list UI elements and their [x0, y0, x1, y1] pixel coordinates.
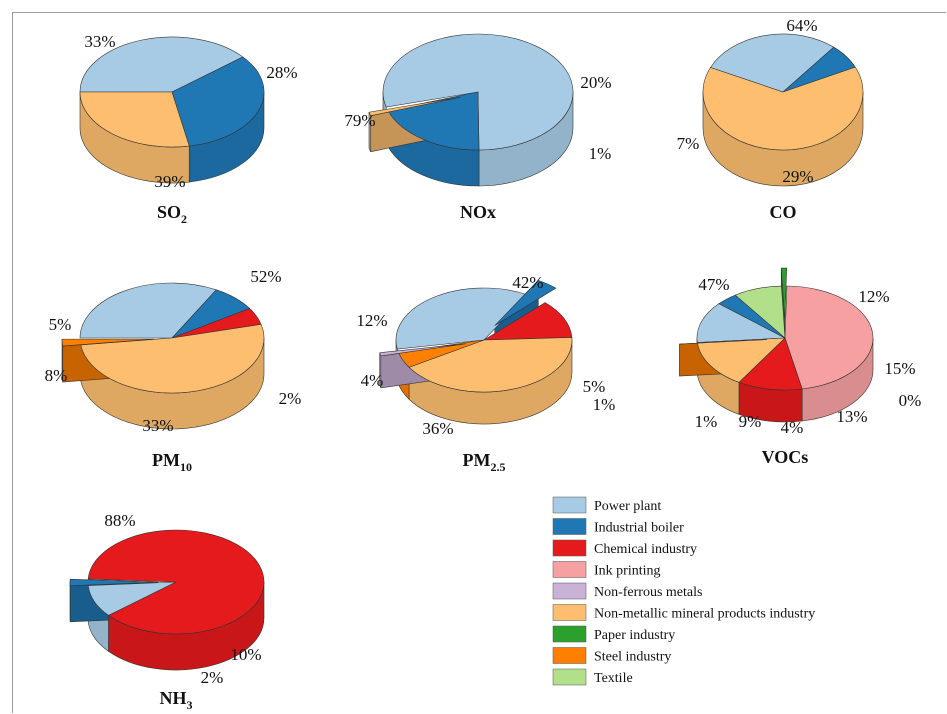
pie-label-pm10-industrial-boiler: 8% — [45, 366, 68, 385]
pie-nh3: 10% 2% 88% NH3 — [69, 511, 265, 712]
pie-slice-vocs-paper-industry — [780, 267, 788, 321]
pie-label-vocs-steel-industry: 0% — [899, 391, 922, 410]
pie-slice-pm2-5-industrial-boiler — [494, 280, 557, 326]
pie-label-nh3-industrial-boiler: 2% — [201, 668, 224, 687]
pie-slice-pm10-steel-industry — [61, 338, 155, 347]
pie-label-co-power-plant: 29% — [782, 167, 813, 186]
chart-frame — [12, 12, 946, 713]
pie-title-main: PM — [152, 450, 180, 470]
pie-slice-pm2-5-non-metallic-mineral-products-industry — [408, 337, 573, 393]
legend-label-ink-printing: Ink printing — [594, 564, 661, 579]
legend-swatch-chemical-industry — [552, 539, 587, 557]
pie-label-vocs-textile: 9% — [739, 412, 762, 431]
pie-label-pm2-5-non-ferrous-metals: 1% — [593, 395, 616, 414]
pie-nox: 79% 20% 1% NOx — [344, 33, 612, 222]
pie-slice-pm2-5-non-ferrous-metals — [379, 343, 467, 357]
pie-title-pm10: PM10 — [152, 450, 192, 474]
legend-label-textile: Textile — [594, 671, 633, 686]
pie-label-pm2-5-non-metallic-mineral-products-industry: 42% — [512, 273, 543, 292]
pie-label-nh3-chemical-industry: 88% — [104, 511, 135, 530]
pie-title-main: NOx — [460, 202, 496, 222]
legend-swatch-power-plant — [552, 496, 587, 514]
pie-label-nh3-power-plant: 10% — [230, 645, 261, 664]
pie-slice-vocs-non-metallic-mineral-products-industry — [696, 337, 786, 383]
pie-vocs: 13% 4% 9% 1% 47% 12% 15% 0% VOCs — [679, 267, 922, 467]
pie-slice-vocs-textile — [734, 285, 786, 339]
pie-slice-co-non-metallic-mineral-products-industry — [702, 66, 864, 151]
legend-label-non-metallic-mineral-products-industry: Non-metallic mineral products industry — [594, 607, 815, 622]
pie-label-so2-power-plant: 39% — [154, 172, 185, 191]
pie-label-vocs-paper-industry: 1% — [695, 412, 718, 431]
pie-title-subscript: 10 — [180, 460, 192, 474]
pie-pm2-5: 36% 4% 12% 42% 5%1% PM2.5 — [356, 273, 615, 474]
legend-swatch-steel-industry — [552, 647, 587, 664]
pie-label-nox-power-plant: 79% — [344, 111, 375, 130]
pie-slice-nh3-chemical-industry — [87, 529, 265, 635]
legend-label-non-ferrous-metals: Non-ferrous metals — [594, 585, 702, 600]
pie-label-pm2-5-steel-industry: 5% — [583, 377, 606, 396]
pie-title-so2: SO2 — [157, 202, 187, 226]
pie-label-pm10-chemical-industry: 5% — [49, 315, 72, 334]
pie-title-main: NH — [160, 688, 187, 708]
pie-label-co-industrial-boiler: 7% — [677, 134, 700, 153]
legend-label-paper-industry: Paper industry — [594, 628, 675, 643]
pie-title-vocs: VOCs — [762, 447, 809, 467]
legend-swatch-non-ferrous-metals — [552, 582, 587, 600]
pie-title-nh3: NH3 — [160, 688, 193, 712]
legend-label-steel-industry: Steel industry — [594, 650, 671, 665]
pie-title-pm2-5: PM2.5 — [463, 450, 506, 474]
pie-title-nox: NOx — [460, 202, 496, 222]
pie-slice-vocs-chemical-industry — [738, 337, 803, 391]
pie-slice-pm2-5-power-plant — [395, 287, 529, 350]
pie-title-main: SO — [157, 202, 181, 222]
pie-label-pm2-5-chemical-industry: 12% — [356, 311, 387, 330]
pie-slice-vocs-ink-printing — [784, 285, 874, 390]
pie-label-nox-industrial-boiler: 20% — [580, 73, 611, 92]
legend-swatch-non-metallic-mineral-products-industry — [552, 604, 587, 621]
pie-label-pm2-5-industrial-boiler: 4% — [361, 371, 384, 390]
pie-slice-pm10-power-plant — [79, 282, 217, 339]
pie-title-co: CO — [770, 202, 797, 222]
pie-label-nox-non-metallic-mineral-products-industry: 1% — [589, 144, 612, 163]
pie-label-so2-industrial-boiler: 33% — [84, 32, 115, 51]
pie-label-pm10-steel-industry: 2% — [279, 389, 302, 408]
legend-swatch-paper-industry — [552, 625, 587, 643]
pie-title-subscript: 2.5 — [490, 460, 505, 474]
pie-label-so2-non-metallic-mineral-products-industry: 28% — [266, 63, 297, 82]
pie-title-subscript: 3 — [187, 698, 193, 712]
pie-title-subscript: 2 — [181, 212, 187, 226]
pie-co: 29% 7% 64% CO — [677, 16, 864, 222]
pie-title-main: CO — [770, 202, 797, 222]
pie-so2: 39% 33% 28% SO2 — [79, 32, 298, 226]
pie-slice-nox-non-metallic-mineral-products-industry — [368, 96, 461, 117]
pie-label-pm2-5-power-plant: 36% — [422, 419, 453, 438]
pie-title-main: VOCs — [762, 447, 809, 467]
pie-label-vocs-non-metallic-mineral-products-industry: 15% — [884, 359, 915, 378]
pie-slice-pm2-5-chemical-industry — [482, 302, 573, 341]
legend-label-power-plant: Power plant — [594, 499, 661, 514]
pie-slice-nh3-industrial-boiler — [69, 578, 159, 587]
legend-swatch-textile — [552, 668, 587, 686]
pie-label-vocs-power-plant: 13% — [836, 407, 867, 426]
pie-label-pm10-power-plant: 33% — [142, 416, 173, 435]
legend-swatch-ink-printing — [552, 561, 587, 578]
legend: Power plant Industrial boiler Chemical ind… — [552, 496, 815, 686]
pie-label-co-non-metallic-mineral-products-industry: 64% — [786, 16, 817, 35]
pie-slice-so2-non-metallic-mineral-products-industry — [79, 91, 190, 148]
pie-slice-so2-power-plant — [79, 36, 244, 93]
pie-slice-co-power-plant — [710, 33, 835, 93]
pie-label-vocs-chemical-industry: 12% — [858, 287, 889, 306]
pie-slice-vocs-power-plant — [696, 303, 787, 343]
legend-label-chemical-industry: Chemical industry — [594, 542, 697, 557]
pie-label-vocs-industrial-boiler: 4% — [781, 418, 804, 437]
pie-slice-so2-industrial-boiler — [171, 56, 265, 147]
pie-pm10: 33% 8% 5% 52% 2% PM10 — [45, 267, 302, 474]
pie-title-main: PM — [463, 450, 491, 470]
legend-swatch-industrial-boiler — [552, 518, 587, 535]
pie-label-vocs-ink-printing: 47% — [698, 275, 729, 294]
pie-label-pm10-non-metallic-mineral-products-industry: 52% — [250, 267, 281, 286]
legend-label-industrial-boiler: Industrial boiler — [594, 521, 684, 536]
